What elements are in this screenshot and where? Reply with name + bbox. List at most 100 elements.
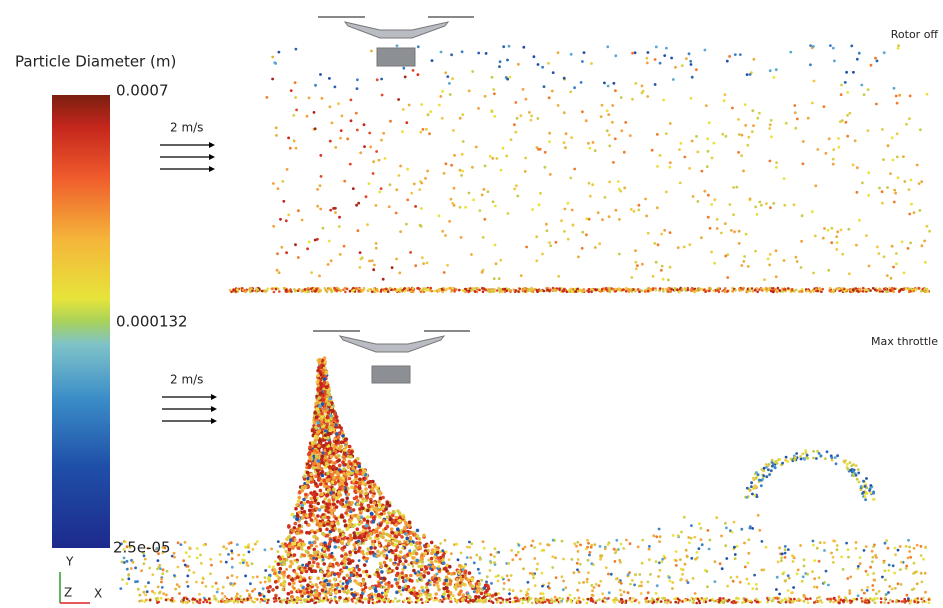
particle [475, 553, 479, 557]
particle [783, 545, 787, 548]
particle [264, 569, 268, 572]
particle [681, 568, 685, 572]
particle [499, 258, 503, 262]
particle [906, 556, 910, 560]
particle [204, 585, 208, 588]
particle [173, 574, 176, 577]
particle [394, 211, 398, 215]
particle [287, 547, 292, 552]
particle [674, 564, 678, 567]
particle [474, 145, 478, 149]
particle [322, 380, 327, 385]
particle [420, 560, 425, 564]
particle [782, 288, 786, 291]
particle [493, 555, 496, 558]
particle [614, 577, 618, 581]
particle [832, 290, 835, 294]
particle [606, 45, 610, 49]
particle [819, 288, 823, 292]
particle [323, 497, 328, 501]
particle [355, 203, 358, 207]
particle [370, 49, 373, 53]
particle [333, 461, 337, 465]
particle [322, 573, 327, 578]
particle [441, 90, 444, 93]
particle [890, 587, 894, 591]
particle [396, 527, 400, 531]
particle [397, 577, 401, 581]
particle [412, 290, 415, 294]
particle [553, 595, 557, 599]
particle [846, 91, 850, 94]
particle [836, 230, 840, 234]
particle [644, 197, 647, 201]
particle [329, 288, 333, 292]
particle [318, 391, 323, 396]
particle [676, 534, 680, 538]
particle [151, 573, 155, 576]
particle [860, 83, 864, 87]
particle [585, 580, 589, 584]
particle [489, 561, 493, 565]
particle [737, 151, 740, 154]
particle [887, 563, 891, 567]
particle [362, 553, 365, 556]
particle [316, 576, 321, 580]
particle [292, 541, 297, 546]
particle [248, 594, 251, 598]
particle [291, 585, 295, 588]
particle [829, 44, 832, 47]
particle [341, 532, 346, 537]
particle [375, 289, 379, 292]
particle [127, 577, 131, 581]
particle [318, 452, 322, 456]
particle [260, 289, 264, 293]
particle [874, 554, 877, 557]
particle [766, 257, 770, 261]
particle [324, 289, 328, 292]
particle [320, 411, 324, 416]
particle [540, 549, 544, 552]
particle [317, 396, 322, 400]
particle [451, 201, 455, 205]
particle [881, 575, 884, 579]
particle [385, 520, 389, 524]
particle [420, 256, 424, 259]
particle [407, 103, 411, 107]
particle [569, 90, 573, 94]
particle [771, 287, 775, 290]
particle [493, 243, 497, 247]
particle [646, 231, 650, 235]
particle [855, 477, 859, 481]
particle [356, 502, 360, 507]
particle [845, 70, 848, 74]
particle [328, 545, 332, 549]
particle [432, 566, 437, 570]
particle [532, 576, 535, 580]
particle [494, 575, 498, 578]
particle [472, 590, 476, 594]
particle [860, 588, 864, 592]
particle [772, 202, 776, 205]
particle [122, 561, 126, 564]
particle [781, 290, 785, 293]
particle [285, 288, 288, 292]
particle [463, 289, 466, 293]
particle [543, 165, 547, 169]
particle [912, 289, 915, 293]
particle [769, 469, 773, 473]
particle [359, 584, 363, 588]
particle [416, 574, 420, 577]
particle [338, 485, 343, 490]
particle [425, 127, 428, 131]
particle [309, 287, 313, 291]
particle [309, 457, 314, 461]
particle [401, 515, 406, 520]
particle [924, 261, 927, 264]
particle [306, 546, 311, 550]
particle [356, 461, 360, 466]
particle [477, 107, 480, 110]
particle [397, 554, 401, 557]
particle [376, 573, 381, 577]
particle [286, 591, 291, 596]
